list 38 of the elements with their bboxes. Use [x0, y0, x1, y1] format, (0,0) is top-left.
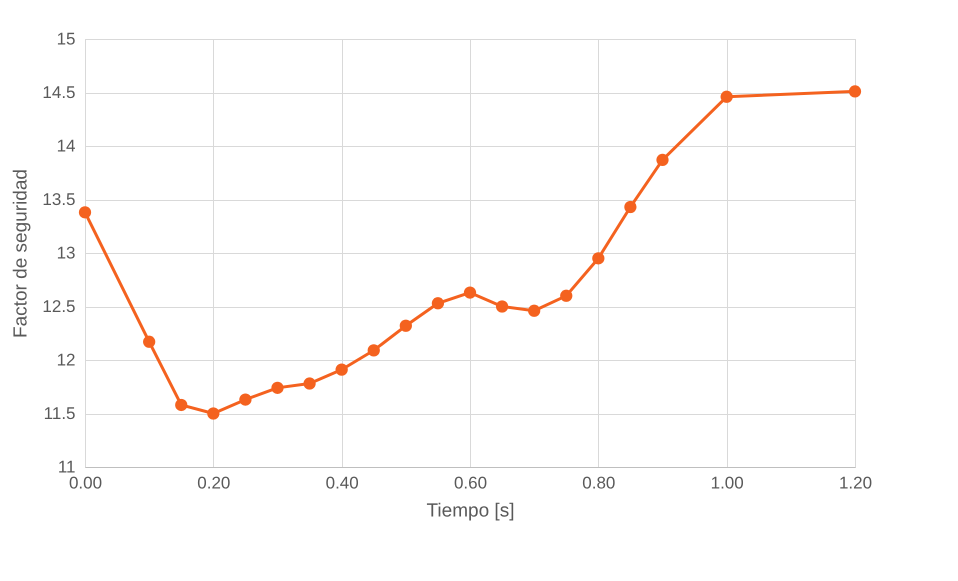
y-tick-label: 11	[58, 458, 76, 476]
point	[720, 90, 733, 103]
point	[496, 300, 508, 313]
x-tick-label: 0.60	[454, 474, 488, 492]
y-tick-label: 13	[56, 244, 76, 262]
x-tick-label: 1.00	[710, 474, 744, 492]
y-tick-label: 14.5	[42, 83, 76, 102]
y-tick-label: 14	[56, 136, 76, 156]
x-tick-label: 0.80	[582, 474, 616, 492]
point	[592, 252, 604, 264]
point	[656, 154, 669, 166]
y-axis-title: Factor de seguridad	[10, 169, 32, 338]
point	[239, 393, 252, 406]
x-tick-label: 1.20	[838, 474, 872, 492]
x-tick-label: 0.00	[68, 474, 102, 492]
point	[207, 407, 220, 420]
point	[143, 336, 156, 348]
x-tick-label: 0.40	[326, 474, 359, 492]
point	[78, 206, 92, 218]
point	[400, 320, 412, 332]
point	[432, 297, 444, 310]
y-tick-label: 12.5	[42, 297, 76, 316]
point	[464, 286, 476, 299]
point	[368, 344, 380, 356]
y-tick-label: 12	[56, 350, 76, 370]
point	[303, 377, 316, 390]
point	[560, 290, 572, 302]
y-tick-label: 15	[56, 30, 76, 48]
x-axis-title: Tiempo [s]	[426, 500, 514, 522]
point	[528, 304, 540, 317]
point	[271, 382, 284, 394]
point	[624, 200, 637, 214]
point	[848, 85, 862, 98]
y-tick-label: 11.5	[44, 404, 76, 423]
point	[175, 398, 188, 412]
point	[336, 364, 348, 376]
x-tick-label: 0.20	[197, 474, 230, 492]
y-tick-label: 13.5	[42, 190, 76, 209]
